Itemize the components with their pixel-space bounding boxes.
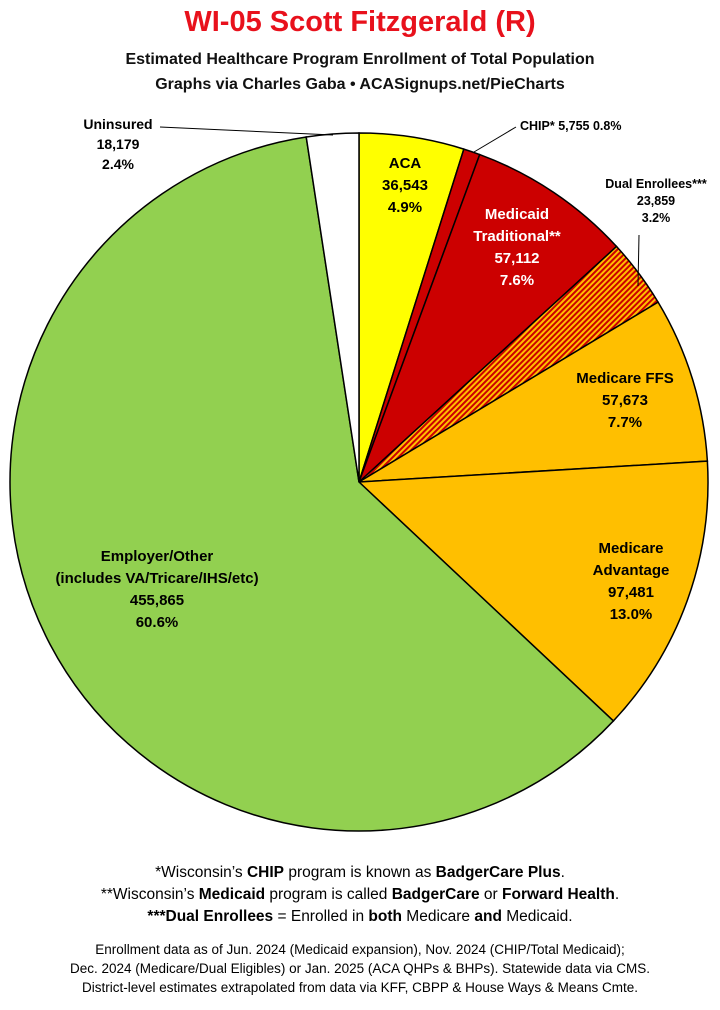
- footnote-segment: Medicaid.: [501, 908, 573, 925]
- source-line: Dec. 2024 (Medicare/Dual Eligibles) or J…: [70, 961, 650, 976]
- chart-credit: Graphs via Charles Gaba • ACASignups.net…: [155, 76, 565, 93]
- slice-label-uninsured: Uninsured 18,179 2.4%: [83, 116, 152, 172]
- footnote-segment: CHIP: [246, 864, 285, 881]
- source-line: Enrollment data as of Jun. 2024 (Medicai…: [95, 942, 625, 957]
- footnote-segment: Medicare: [401, 908, 475, 925]
- slice-label-employer-line: 455,865: [130, 592, 184, 609]
- slice-label-aca: ACA 36,543 4.9%: [382, 155, 428, 216]
- slice-label-aca-line: ACA: [389, 155, 422, 172]
- slice-label-dual: Dual Enrollees*** 23,859 3.2%: [605, 177, 707, 225]
- pie-slice-medicare-ffs: [358, 301, 709, 483]
- pie-slice-medicaid-traditional: [358, 153, 618, 483]
- slice-label-employer: Employer/Other (includes VA/Tricare/IHS/e…: [55, 548, 258, 631]
- footnote-line: ***Dual Enrollees = Enrolled in both Med…: [0, 906, 720, 928]
- slice-label-dual-line: 3.2%: [642, 211, 671, 225]
- footnote-segment: and: [474, 908, 502, 925]
- slice-label-ma: Medicare Advantage 97,481 13.0%: [593, 540, 670, 623]
- slice-label-medicaid-line: Medicaid: [485, 206, 549, 223]
- slice-label-employer-line: Employer/Other: [101, 548, 214, 565]
- slice-label-employer-line: 60.6%: [136, 614, 179, 631]
- footnote-line: *Wisconsin’s CHIP program is known as Ba…: [0, 862, 720, 884]
- footnote-segment: = Enrolled in: [273, 908, 369, 925]
- slice-label-ma-line: 13.0%: [610, 606, 653, 623]
- footnote-segment: .: [560, 864, 565, 881]
- slice-label-medicaid: Medicaid Traditional** 57,112 7.6%: [473, 206, 561, 289]
- slice-label-ma-line: Advantage: [593, 562, 670, 579]
- footnote-line: **Wisconsin’s Medicaid program is called…: [0, 884, 720, 906]
- source-notes: Enrollment data as of Jun. 2024 (Medicai…: [0, 940, 720, 997]
- slice-label-employer-line: (includes VA/Tricare/IHS/etc): [55, 570, 258, 587]
- slice-label-uninsured-line: 18,179: [97, 136, 140, 152]
- footnotes: *Wisconsin’s CHIP program is known as Ba…: [0, 862, 720, 928]
- footnote-segment: both: [368, 908, 402, 925]
- slice-label-ma-line: 97,481: [608, 584, 654, 601]
- footnote-segment: *Wisconsin’s: [155, 864, 247, 881]
- footnote-segment: ***Dual Enrollees: [147, 908, 274, 925]
- slice-label-medicaid-line: 7.6%: [500, 272, 534, 289]
- footnote-segment: .: [614, 886, 620, 903]
- slice-label-chip: CHIP* 5,755 0.8%: [520, 119, 621, 133]
- slice-label-ffs: Medicare FFS 57,673 7.7%: [576, 370, 674, 431]
- footnote-segment: program is called: [265, 886, 392, 903]
- footnote-segment: BadgerCare: [391, 886, 480, 903]
- slice-label-uninsured-line: 2.4%: [102, 156, 134, 172]
- footnote-segment: Medicaid: [198, 886, 266, 903]
- slice-label-medicaid-line: Traditional**: [473, 228, 561, 245]
- slice-label-medicaid-line: 57,112: [494, 250, 539, 267]
- chart-subtitle: Estimated Healthcare Program Enrollment …: [125, 51, 595, 68]
- slice-label-uninsured-line: Uninsured: [83, 116, 152, 132]
- slice-label-chip-line: CHIP* 5,755 0.8%: [520, 119, 621, 133]
- slice-label-dual-line: Dual Enrollees***: [605, 177, 707, 191]
- footnote-segment: program is known as: [284, 864, 436, 881]
- leader-line-uninsured: [159, 126, 334, 136]
- slice-label-ffs-line: 57,673: [602, 392, 648, 409]
- slice-label-aca-line: 36,543: [382, 177, 428, 194]
- source-line: District-level estimates extrapolated fr…: [82, 980, 638, 995]
- footnote-segment: BadgerCare Plus: [435, 864, 561, 881]
- slice-label-dual-line: 23,859: [637, 194, 675, 208]
- leader-line-chip: [473, 126, 517, 153]
- slice-label-ma-line: Medicare: [598, 540, 663, 557]
- pie-slice-uninsured: [305, 132, 360, 483]
- chart-title: WI-05 Scott Fitzgerald (R): [184, 6, 536, 38]
- slice-label-aca-line: 4.9%: [388, 199, 422, 216]
- footnote-segment: or: [479, 886, 503, 903]
- slice-label-ffs-line: Medicare FFS: [576, 370, 674, 387]
- slice-label-ffs-line: 7.7%: [608, 414, 642, 431]
- footnote-segment: Forward Health: [502, 886, 615, 903]
- leader-line-dual: [637, 234, 640, 287]
- pie-slice-medicare-advantage: [357, 460, 709, 722]
- pie-slice-employer-other-includes-va-tricare-ihs-etc: [9, 136, 615, 832]
- footnote-segment: **Wisconsin’s: [100, 886, 199, 903]
